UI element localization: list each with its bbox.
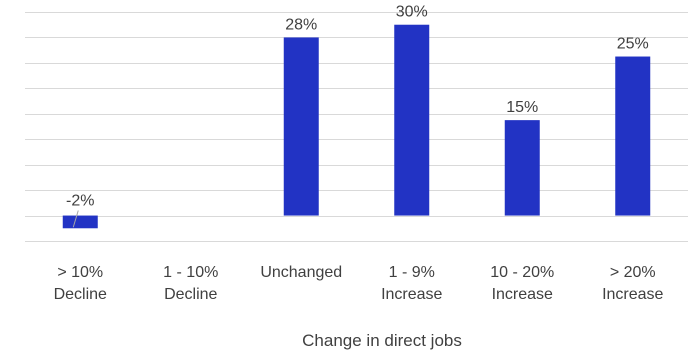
bar [284,37,319,215]
x-axis-title: Change in direct jobs [302,331,462,350]
bar [615,57,650,216]
category-tick-label: Increase [381,286,442,303]
bar [394,25,429,216]
bar [63,216,98,229]
category-tick-labels: > 10% Decline 1 - 10% Decline Unchanged 1 - 9… [54,264,664,303]
data-label: 28% [285,16,317,33]
category-tick-label: 10 - 20% [490,264,554,281]
category-tick-label: 1 - 10% [163,264,218,281]
category-tick-label: Increase [492,286,553,303]
data-label: 30% [396,4,428,21]
data-label: 15% [506,99,538,116]
bar [505,120,540,215]
category-tick-label: 1 - 9% [389,264,435,281]
data-label: 25% [617,36,649,53]
category-tick-label: > 20% [610,264,656,281]
category-tick-label: Decline [54,286,107,303]
category-tick-label: Decline [164,286,217,303]
category-tick-label: Unchanged [260,264,342,281]
gridlines [25,13,688,242]
category-tick-label: Increase [602,286,663,303]
data-label: -2% [66,193,94,210]
category-tick-label: > 10% [57,264,103,281]
bars [63,25,651,229]
